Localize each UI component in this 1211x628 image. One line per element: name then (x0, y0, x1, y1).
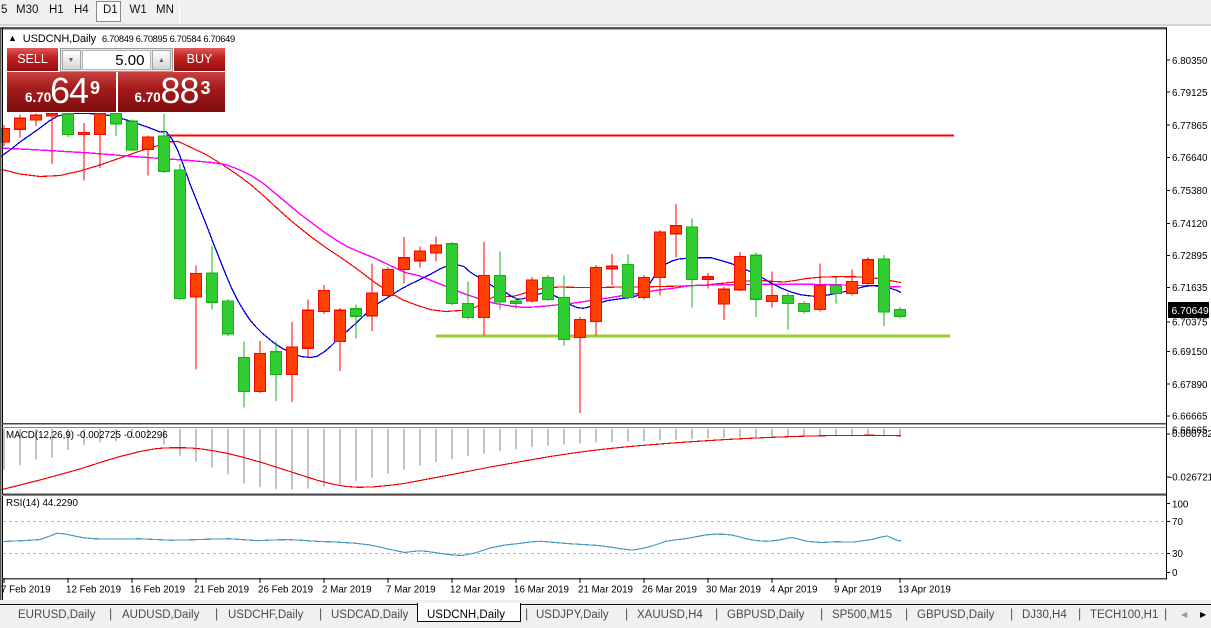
svg-text:0: 0 (1172, 568, 1178, 579)
svg-text:6.72895: 6.72895 (1172, 251, 1208, 262)
svg-text:6.70649: 6.70649 (1172, 306, 1209, 317)
svg-text:26 Mar 2019: 26 Mar 2019 (642, 585, 697, 596)
svg-text:7 Mar 2019: 7 Mar 2019 (386, 585, 436, 596)
svg-text:4 Apr 2019: 4 Apr 2019 (770, 585, 817, 596)
svg-text:70: 70 (1172, 517, 1183, 528)
svg-text:6.67890: 6.67890 (1172, 380, 1208, 391)
svg-text:12 Mar 2019: 12 Mar 2019 (450, 585, 505, 596)
svg-text:2 Mar 2019: 2 Mar 2019 (322, 585, 372, 596)
svg-text:7 Feb 2019: 7 Feb 2019 (1, 585, 51, 596)
svg-text:9 Apr 2019: 9 Apr 2019 (834, 585, 881, 596)
svg-text:6.77865: 6.77865 (1172, 121, 1208, 132)
svg-text:13 Apr 2019: 13 Apr 2019 (898, 585, 951, 596)
svg-text:12 Feb 2019: 12 Feb 2019 (66, 585, 121, 596)
svg-text:0.000782: 0.000782 (1172, 429, 1211, 440)
svg-text:RSI(14) 44.2290: RSI(14) 44.2290 (6, 498, 78, 509)
svg-text:6.70375: 6.70375 (1172, 318, 1208, 329)
svg-text:30: 30 (1172, 549, 1183, 560)
svg-text:6.79125: 6.79125 (1172, 88, 1208, 99)
svg-text:21 Mar 2019: 21 Mar 2019 (578, 585, 633, 596)
svg-text:26 Feb 2019: 26 Feb 2019 (258, 585, 313, 596)
svg-text:6.66665: 6.66665 (1172, 412, 1208, 423)
svg-text:-0.026721: -0.026721 (1169, 473, 1211, 484)
svg-text:6.74120: 6.74120 (1172, 219, 1208, 230)
svg-text:16 Feb 2019: 16 Feb 2019 (130, 585, 185, 596)
svg-text:6.69150: 6.69150 (1172, 347, 1208, 358)
svg-text:30 Mar 2019: 30 Mar 2019 (706, 585, 761, 596)
svg-text:6.76640: 6.76640 (1172, 153, 1208, 164)
svg-text:6.75380: 6.75380 (1172, 186, 1208, 197)
svg-text:MACD(12,26,9) -0.002725 -0.002: MACD(12,26,9) -0.002725 -0.002296 (6, 430, 168, 441)
svg-text:100: 100 (1172, 499, 1189, 510)
svg-text:21 Feb 2019: 21 Feb 2019 (194, 585, 249, 596)
svg-text:6.71635: 6.71635 (1172, 283, 1208, 294)
svg-text:16 Mar 2019: 16 Mar 2019 (514, 585, 569, 596)
svg-text:6.66665: 6.66665 (1172, 426, 1208, 437)
svg-text:6.80350: 6.80350 (1172, 56, 1208, 67)
